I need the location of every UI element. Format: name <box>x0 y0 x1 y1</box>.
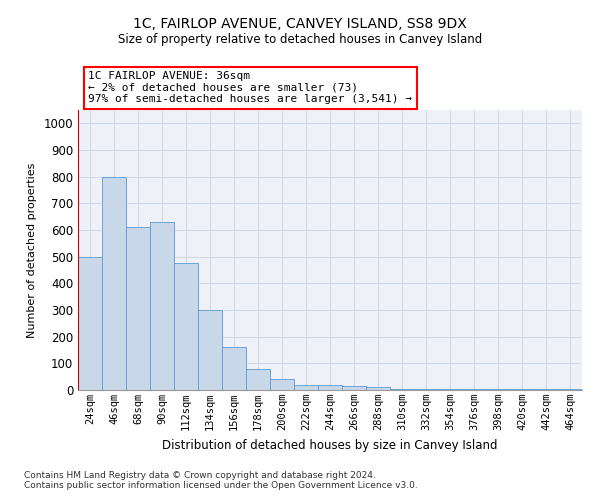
Bar <box>342 386 366 390</box>
Bar <box>462 388 486 390</box>
Text: 1C, FAIRLOP AVENUE, CANVEY ISLAND, SS8 9DX: 1C, FAIRLOP AVENUE, CANVEY ISLAND, SS8 9… <box>133 18 467 32</box>
Bar <box>246 369 270 390</box>
Bar <box>222 348 246 390</box>
Bar <box>150 222 174 390</box>
Text: Contains HM Land Registry data © Crown copyright and database right 2024.: Contains HM Land Registry data © Crown c… <box>24 471 376 480</box>
Bar <box>318 384 342 390</box>
Bar <box>270 379 294 390</box>
Bar <box>366 388 390 390</box>
Bar <box>390 388 414 390</box>
Text: Contains public sector information licensed under the Open Government Licence v3: Contains public sector information licen… <box>24 481 418 490</box>
Bar <box>78 256 102 390</box>
Bar <box>510 388 534 390</box>
Bar <box>126 228 150 390</box>
Text: 1C FAIRLOP AVENUE: 36sqm
← 2% of detached houses are smaller (73)
97% of semi-de: 1C FAIRLOP AVENUE: 36sqm ← 2% of detache… <box>88 71 412 104</box>
Bar <box>414 388 438 390</box>
Bar <box>438 388 462 390</box>
Bar <box>294 384 318 390</box>
Bar <box>558 388 582 390</box>
Bar <box>198 310 222 390</box>
Y-axis label: Number of detached properties: Number of detached properties <box>26 162 37 338</box>
Bar <box>174 264 198 390</box>
X-axis label: Distribution of detached houses by size in Canvey Island: Distribution of detached houses by size … <box>162 438 498 452</box>
Bar <box>486 388 510 390</box>
Bar <box>102 176 126 390</box>
Bar <box>534 388 558 390</box>
Text: Size of property relative to detached houses in Canvey Island: Size of property relative to detached ho… <box>118 32 482 46</box>
